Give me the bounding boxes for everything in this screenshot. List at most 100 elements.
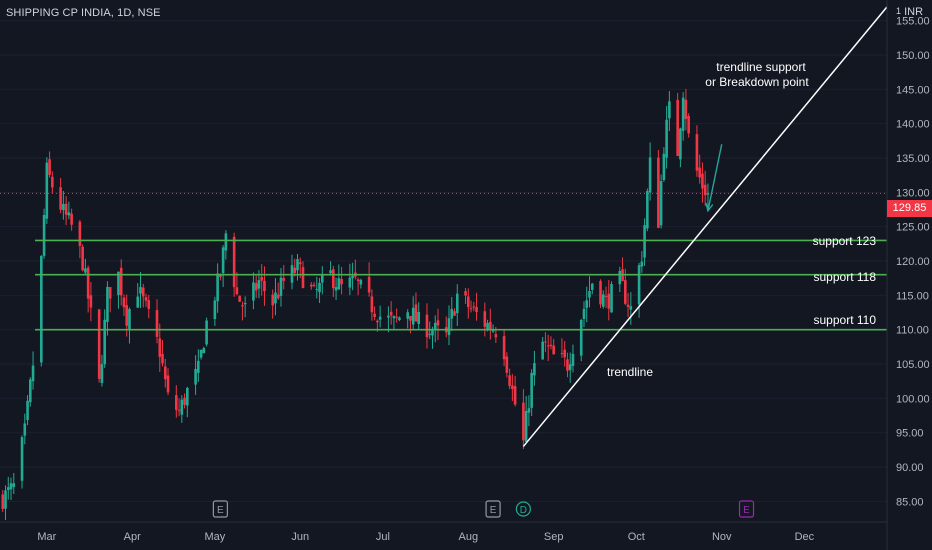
candle [373,306,376,321]
candle [26,395,29,426]
drawings-layer [35,6,888,447]
candle [502,330,506,367]
candle [274,278,277,316]
candle [40,255,43,367]
chart-title: SHIPPING CP INDIA, 1D, NSE [6,7,161,19]
candle [194,355,197,395]
candle [640,251,644,273]
candle [425,303,429,349]
trendline[interactable] [522,6,888,447]
candle [679,127,682,168]
trendline-label: trendline [607,365,653,379]
candle [648,142,652,201]
y-tick-label: 120.00 [896,256,930,268]
y-tick-label: 105.00 [896,359,930,371]
candle [544,332,547,353]
candle [48,151,51,178]
candle [444,316,448,338]
candle [100,354,104,387]
candle [293,258,297,277]
candle [524,395,528,443]
y-tick-label: 125.00 [896,222,930,234]
candle [84,258,87,275]
candle [411,296,415,330]
candle [174,385,178,418]
candle [252,272,255,310]
candle [695,125,699,177]
candle [12,472,16,495]
candle [590,282,594,295]
candle [136,283,140,309]
candle [296,253,299,281]
candle [436,308,440,341]
event-marker-e[interactable]: E [212,500,228,518]
candle [646,188,649,232]
candle [389,301,393,325]
x-tick-label: Dec [795,531,815,543]
candle [703,170,707,206]
candle [549,336,553,350]
event-marker-e[interactable]: E [485,500,501,518]
y-tick-label: 145.00 [896,84,930,96]
candle [513,375,517,407]
candle [491,324,495,334]
candle [31,351,35,390]
candle [370,289,374,321]
x-tick-label: Jul [376,531,390,543]
candle [455,284,459,327]
candle [601,290,605,309]
event-marker-d[interactable]: D [515,501,531,517]
y-tick-label: 130.00 [896,187,930,199]
candle [560,338,564,358]
candle [668,91,671,132]
currency-prefix: 1 [896,6,902,16]
candle [329,261,332,275]
candle [552,338,555,355]
candle [232,232,236,297]
time-axis[interactable]: Mar Apr May Jun Jul Aug Sep Oct Nov Dec [0,521,887,543]
candle [610,281,613,313]
y-tick-label: 90.00 [896,462,924,474]
candle [489,308,492,340]
candle [626,292,630,318]
candle [166,368,170,396]
currency-label[interactable]: 1 INR [896,6,923,18]
candle [508,368,511,390]
candle [117,271,120,309]
trendline-note-line2: or Breakdown point [705,75,809,89]
candle [62,190,65,220]
candle [348,263,352,296]
annotations-layer: trendline support or Breakdown point tre… [607,60,876,379]
candle [1,490,5,513]
candle [205,317,208,347]
candle [20,435,24,489]
event-marker-e[interactable]: E [738,500,755,518]
candle [563,341,567,367]
candle [585,286,589,323]
candle [472,301,476,312]
x-tick-label: May [204,531,225,543]
candle [340,266,343,295]
currency-code: INR [904,6,924,18]
candle [681,92,685,141]
candle [106,281,109,336]
candle [199,349,203,360]
candle [67,201,71,220]
candle [643,218,646,266]
candle [128,307,131,344]
candle [665,105,668,169]
y-tick-label: 135.00 [896,153,930,165]
x-tick-label: Apr [124,531,141,543]
candle [276,282,280,300]
candle [684,88,688,131]
annotation-arrow[interactable] [707,144,723,212]
candle [70,208,73,231]
support-123-label: support 123 [813,234,877,248]
y-tick-label: 140.00 [896,119,930,131]
candle [332,265,335,297]
candle [527,395,531,427]
price-axis[interactable]: 85.00 90.00 95.00 100.00 105.00 110.00 115.00 1… [886,0,930,550]
candle [417,302,421,331]
